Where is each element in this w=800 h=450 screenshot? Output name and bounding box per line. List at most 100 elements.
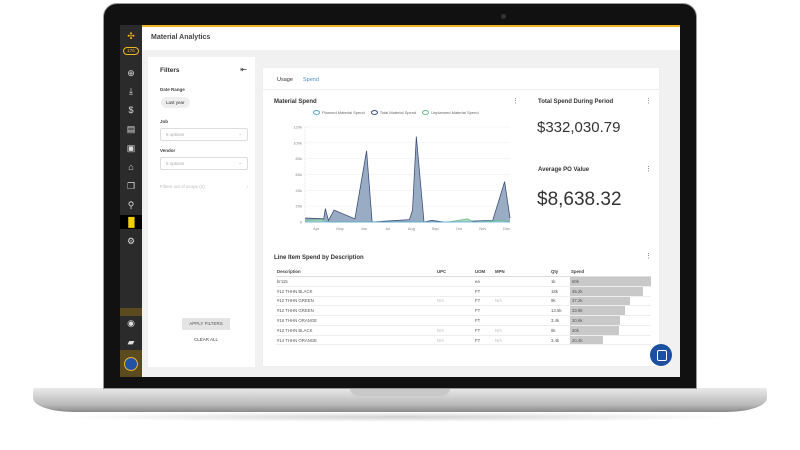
table-row[interactable]: br115 ea 1k 50k xyxy=(276,276,651,287)
document-icon[interactable]: ▤ xyxy=(126,124,136,134)
filters-panel: Filters ⇤ Date Range Last year Job 6 opt… xyxy=(148,57,255,367)
cell-mpn xyxy=(494,276,550,287)
chat-icon[interactable]: ▰ xyxy=(127,337,135,347)
col-upc[interactable]: UPC xyxy=(436,267,474,277)
table-row[interactable]: #12 THHN GREEN N/A FT N/A 9k 37.2k xyxy=(276,296,651,307)
spend-value: 30k xyxy=(572,327,579,333)
warehouse-icon[interactable]: ⌂ xyxy=(128,162,134,172)
out-of-scope-label: Filters out of scope (0) xyxy=(160,184,205,189)
y-tick-label: 20k xyxy=(296,204,302,209)
avg-po-value: $8,638.32 xyxy=(537,189,622,210)
location-pin-icon[interactable]: ⚲ xyxy=(127,200,135,210)
tab-usage[interactable]: Usage xyxy=(277,77,293,83)
x-tick-label: Jul xyxy=(385,226,390,231)
col-mpn[interactable]: MPN xyxy=(494,267,550,277)
date-range-label: Date Range xyxy=(160,87,185,92)
x-tick-label: Sep xyxy=(432,226,440,231)
clear-all-button[interactable]: CLEAR ALL xyxy=(193,337,218,342)
cell-description: #12 THHN BLACK xyxy=(276,286,436,297)
cell-qty: 3.4k xyxy=(550,335,570,346)
cell-mpn xyxy=(494,286,550,297)
cell-uom: FT xyxy=(474,296,494,307)
vendor-select[interactable]: 5 options ⌄ xyxy=(160,157,248,170)
filters-title: Filters xyxy=(160,67,180,74)
download-icon[interactable]: ⤓ xyxy=(129,86,133,96)
cell-spend: 30.6k xyxy=(570,315,651,326)
legend-planned[interactable]: Planned Material Spend xyxy=(313,110,365,116)
cell-qty: 13.5k xyxy=(550,305,570,317)
table-row[interactable]: #14 THHN ORANGE N/A FT N/A 3.4k 20.4k xyxy=(276,335,651,346)
gear-icon[interactable]: ⚙ xyxy=(126,236,136,246)
plus-circle-icon[interactable]: ⊕ xyxy=(127,68,135,78)
legend-label: Total Material Spend xyxy=(379,110,417,115)
job-label: Job xyxy=(160,119,169,124)
spend-bar xyxy=(570,306,625,316)
filters-out-of-scope[interactable]: Filters out of scope (0) › xyxy=(160,184,248,189)
table-row[interactable]: #12 THHN GREEN FT 13.5k 33.9k xyxy=(276,305,651,317)
chevron-right-icon: › xyxy=(246,184,249,189)
cell-mpn xyxy=(494,305,550,317)
y-tick-label: 40k xyxy=(296,188,302,193)
avatar[interactable] xyxy=(124,357,138,371)
cell-uom: FT xyxy=(474,315,494,326)
col-uom[interactable]: UOM xyxy=(474,267,494,277)
col-spend[interactable]: Spend xyxy=(570,267,651,277)
cell-uom: FT xyxy=(474,286,494,297)
y-tick-label: 100k xyxy=(293,140,302,145)
logo-icon[interactable]: ✣ xyxy=(127,31,135,41)
cell-qty: 3.4k xyxy=(550,315,570,326)
spend-bar xyxy=(570,277,651,286)
cell-uom: FT xyxy=(474,305,494,317)
table-row[interactable]: #16 THHN ORANGE FT 3.4k 30.6k xyxy=(276,315,651,326)
date-range-chip[interactable]: Last year xyxy=(161,97,190,108)
analytics-nav-active[interactable]: ▐▌ xyxy=(120,215,142,229)
apply-filters-button[interactable]: APPLY FILTERS xyxy=(182,318,230,330)
legend-unplanned[interactable]: Unplanned Material Spend xyxy=(422,110,479,116)
legend-marker xyxy=(370,110,378,116)
kebab-menu-icon[interactable]: ⋮ xyxy=(645,166,652,173)
avatar-area xyxy=(120,350,142,377)
cell-upc xyxy=(436,286,474,297)
chat-launcher-button[interactable] xyxy=(650,344,672,366)
x-tick-label: Nov xyxy=(479,226,486,231)
cell-spend: 50k xyxy=(570,276,651,287)
save-icon[interactable]: ▣ xyxy=(126,143,136,153)
job-select[interactable]: 6 options ⌄ xyxy=(160,128,248,141)
cell-qty: 18k xyxy=(550,286,570,297)
kebab-menu-icon[interactable]: ⋮ xyxy=(512,98,519,105)
x-tick-label: Oct xyxy=(456,226,463,231)
cell-uom: FT xyxy=(474,335,494,346)
kebab-menu-icon[interactable]: ⋮ xyxy=(645,98,652,105)
col-description[interactable]: Description xyxy=(276,267,436,277)
y-tick-label: 120k xyxy=(293,125,302,130)
table-header: Description UPC UOM MPN Qty Spend xyxy=(276,267,651,277)
y-tick-label: 60k xyxy=(296,172,302,177)
total-spend-value: $332,030.79 xyxy=(537,119,621,136)
cell-spend: 37.2k xyxy=(570,296,651,307)
cell-spend: 20.4k xyxy=(570,335,651,346)
cell-qty: 1k xyxy=(550,276,570,287)
copy-icon[interactable]: ❐ xyxy=(126,181,136,191)
dollar-icon[interactable]: $ xyxy=(128,105,134,115)
cell-upc: N/A xyxy=(436,335,474,346)
cell-description: br115 xyxy=(276,276,436,287)
laptop-shadow xyxy=(60,412,740,422)
col-qty[interactable]: Qty xyxy=(550,267,570,277)
total-spend-title: Total Spend During Period xyxy=(538,99,614,105)
table-row[interactable]: #12 THHN BLACK FT 18k 45.2k xyxy=(276,286,651,297)
cell-spend: 45.2k xyxy=(570,286,651,297)
chevron-down-icon: ⌄ xyxy=(238,160,242,165)
kebab-menu-icon[interactable]: ⋮ xyxy=(645,253,652,260)
x-tick-label: Jun xyxy=(361,226,367,231)
cell-mpn: N/A xyxy=(494,296,550,307)
cell-uom: ea xyxy=(474,276,494,287)
legend-total[interactable]: Total Material Spend xyxy=(370,110,417,116)
chevron-down-icon: ⌄ xyxy=(238,131,242,136)
notification-badge[interactable]: 176 xyxy=(123,47,139,55)
cell-description: #12 THHN GREEN xyxy=(276,296,436,307)
table-row[interactable]: #12 THHN BLACK N/A FT N/A 6k 30k xyxy=(276,325,651,336)
user-icon[interactable]: ◉ xyxy=(127,318,135,328)
app-screen: ✣ 176 ⊕ ⤓ $ ▤ ▣ ⌂ ❐ ⚲ ▐▌ ⚙ ◉ ▰ Material … xyxy=(120,25,680,377)
collapse-icon[interactable]: ⇤ xyxy=(240,65,247,74)
line-items-title: Line Item Spend by Description xyxy=(274,255,364,261)
